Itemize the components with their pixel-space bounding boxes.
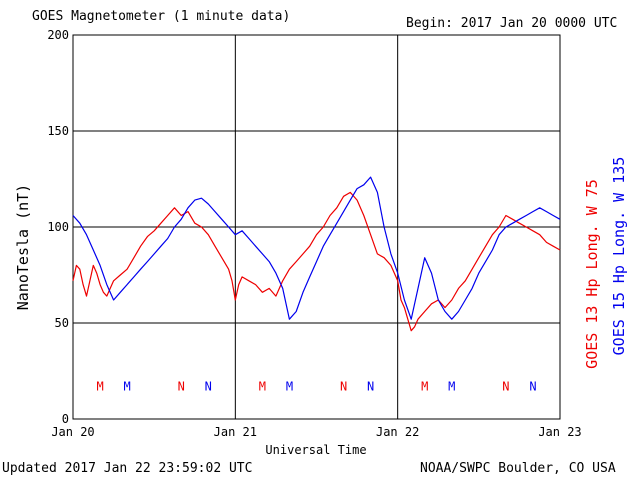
series-goes15-line: [72, 176, 561, 320]
series-goes13-line: [72, 191, 561, 332]
midnight-marker-goes13: M: [259, 379, 266, 393]
begin-time: Begin: 2017 Jan 20 0000 UTC: [406, 16, 618, 31]
noon-marker-goes15: N: [205, 379, 212, 393]
updated-time: Updated 2017 Jan 22 23:59:02 UTC: [2, 461, 253, 476]
noon-marker-goes13: N: [340, 379, 347, 393]
legend-goes13: GOES 13 Hp Long. W 75: [583, 179, 601, 369]
noon-marker-goes13: N: [502, 379, 509, 393]
y-axis-label: NanoTesla (nT): [14, 184, 32, 310]
x-tick-label: Jan 22: [376, 425, 419, 439]
series-lines: [72, 176, 561, 332]
midnight-marker-goes15: M: [286, 379, 293, 393]
y-tick-label: 100: [47, 220, 69, 234]
x-axis-label: Universal Time: [265, 443, 366, 457]
x-tick-label: Jan 21: [214, 425, 257, 439]
y-tick-label: 150: [47, 124, 69, 138]
noon-marker-goes15: N: [529, 379, 536, 393]
midnight-marker-goes13: M: [421, 379, 428, 393]
noon-marker-goes15: N: [367, 379, 374, 393]
y-tick-label: 200: [47, 28, 69, 42]
y-tick-label: 0: [62, 412, 69, 426]
credit: NOAA/SWPC Boulder, CO USA: [420, 461, 616, 476]
midnight-marker-goes15: M: [448, 379, 455, 393]
grid: [72, 34, 561, 420]
x-tick-label: Jan 20: [51, 425, 94, 439]
tick-labels: 0 50 100 150 200 Jan 20 Jan 21 Jan 22 Jan 23: [47, 28, 581, 439]
midnight-marker-goes15: M: [123, 379, 130, 393]
chart-title: GOES Magnetometer (1 minute data): [32, 9, 291, 24]
plot-frame: [72, 34, 561, 420]
legend-goes15: GOES 15 Hp Long. W 135: [610, 157, 628, 356]
midnight-marker-goes13: M: [96, 379, 103, 393]
noon-marker-goes13: N: [178, 379, 185, 393]
x-tick-label: Jan 23: [538, 425, 581, 439]
y-tick-label: 50: [55, 316, 69, 330]
